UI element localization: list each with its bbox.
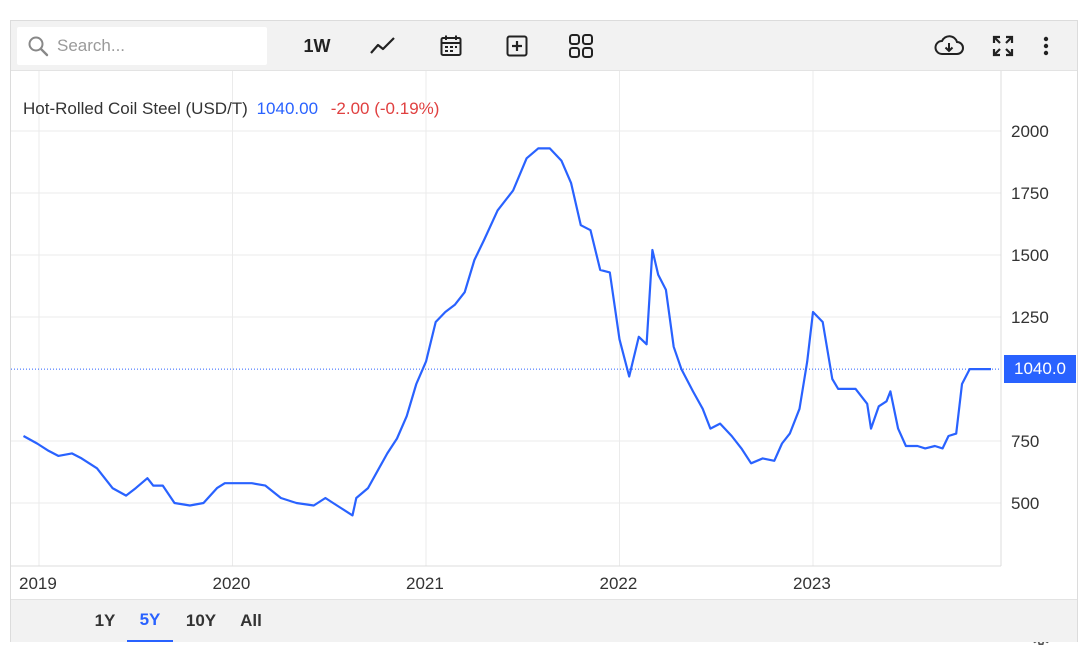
chart-type-button[interactable] xyxy=(363,27,403,65)
search-icon xyxy=(28,36,49,57)
x-tick-label: 2023 xyxy=(793,574,831,593)
legend-last-price: 1040.00 xyxy=(256,99,319,118)
date-range-button[interactable] xyxy=(431,27,471,65)
search-input[interactable] xyxy=(55,35,249,57)
y-tick-label: 1500 xyxy=(1011,246,1049,265)
chart-legend: Hot-Rolled Coil Steel (USD/T) 1040.00 -2… xyxy=(23,99,439,119)
chart-widget: 1W xyxy=(10,20,1078,645)
y-tick-label: 2000 xyxy=(1011,122,1049,141)
range-all-button[interactable]: All xyxy=(240,611,262,630)
interval-button[interactable]: 1W xyxy=(303,35,331,56)
line-chart-icon xyxy=(370,37,395,54)
calendar-icon xyxy=(440,35,462,56)
price-series-line xyxy=(22,147,991,517)
search-box[interactable] xyxy=(17,27,267,65)
download-button[interactable] xyxy=(929,27,969,65)
toolbar: 1W xyxy=(11,21,1077,71)
chart-area[interactable]: 2000 1750 1500 1250 750 500 2019 2020 2021 2022 20… xyxy=(11,71,1077,645)
fullscreen-button[interactable] xyxy=(983,27,1023,65)
x-tick-label: 2019 xyxy=(19,574,57,593)
y-tick-label: 500 xyxy=(1011,494,1039,513)
y-tick-label: 1750 xyxy=(1011,184,1049,203)
more-options-button[interactable] xyxy=(1031,27,1061,65)
range-1y-button[interactable]: 1Y xyxy=(94,611,116,630)
x-tick-label: 2021 xyxy=(406,574,444,593)
x-tick-label: 2022 xyxy=(600,574,638,593)
price-chart[interactable]: 2000 1750 1500 1250 750 500 2019 2020 2021 2022 20… xyxy=(11,71,1077,599)
download-icon xyxy=(934,35,964,55)
more-vertical-icon xyxy=(1043,36,1049,56)
range-10y-button[interactable]: 10Y xyxy=(185,611,217,630)
y-tick-label: 750 xyxy=(1011,432,1039,451)
grid-layout-icon xyxy=(569,34,593,58)
legend-price-change: -2.00 (-0.19%) xyxy=(330,99,440,118)
legend-symbol-name: Hot-Rolled Coil Steel (USD/T) xyxy=(23,99,248,118)
last-price-tag: 1040.0 xyxy=(1004,355,1076,384)
add-indicator-button[interactable] xyxy=(497,27,537,65)
range-bar: 1Y 5Y 10Y All xyxy=(11,599,1077,642)
x-tick-label: 2020 xyxy=(213,574,251,593)
fullscreen-icon xyxy=(992,35,1014,57)
add-indicator-icon xyxy=(506,35,528,57)
range-5y-button[interactable]: 5Y xyxy=(127,600,173,642)
layout-button[interactable] xyxy=(561,27,601,65)
y-tick-label: 1250 xyxy=(1011,308,1049,327)
